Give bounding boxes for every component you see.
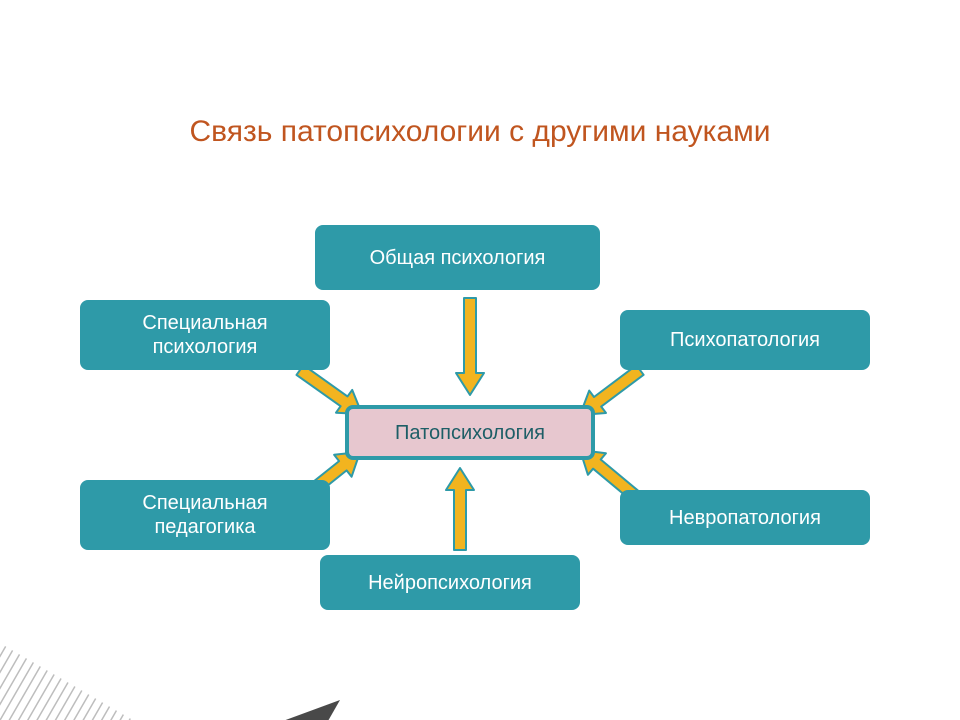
node-top: Общая психология: [315, 225, 600, 290]
node-top-left-label: Специальная психология: [142, 311, 267, 359]
node-top-right: Психопатология: [620, 310, 870, 370]
node-top-label: Общая психология: [370, 246, 546, 270]
arrow-3: [446, 468, 474, 550]
node-center: Патопсихология: [345, 405, 595, 460]
node-top-left: Специальная психология: [80, 300, 330, 370]
node-center-label: Патопсихология: [395, 421, 545, 445]
node-bottom-right: Невропатология: [620, 490, 870, 545]
corner-decoration: [0, 580, 340, 720]
node-bottom-label: Нейропсихология: [368, 571, 532, 595]
diagram-title: Связь патопсихологии с другими науками: [130, 115, 830, 149]
node-bottom-right-label: Невропатология: [669, 506, 821, 530]
node-bottom-left-label: Специальная педагогика: [142, 491, 267, 539]
node-top-right-label: Психопатология: [670, 328, 820, 352]
node-bottom: Нейропсихология: [320, 555, 580, 610]
arrow-0: [456, 298, 484, 395]
node-bottom-left: Специальная педагогика: [80, 480, 330, 550]
